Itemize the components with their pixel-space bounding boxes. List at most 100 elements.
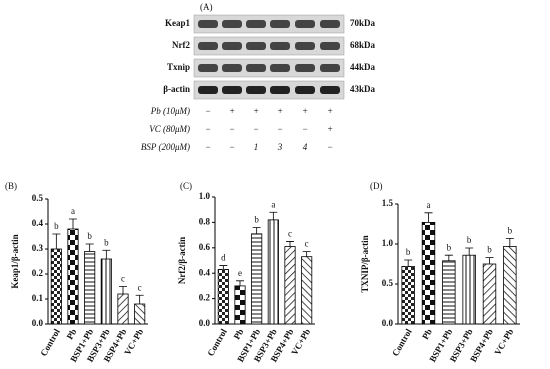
error-bar xyxy=(424,212,433,223)
blot-band xyxy=(295,64,315,72)
bar xyxy=(421,221,436,325)
blot-band xyxy=(246,86,266,94)
x-tick-label: VC+Pb xyxy=(492,327,515,357)
blot-band xyxy=(198,86,218,94)
treatment-label: VC (80μM) xyxy=(149,124,190,134)
treatment-sign: − xyxy=(302,124,308,134)
y-tick-label: 0.5 xyxy=(32,193,44,203)
treatment-sign: − xyxy=(229,124,235,134)
treatment-sign: + xyxy=(302,106,308,116)
blot-band xyxy=(222,42,242,50)
significance-letter: b xyxy=(406,247,411,257)
error-bar xyxy=(404,259,413,267)
bar xyxy=(284,246,296,325)
blot-band xyxy=(222,86,242,94)
error-bar xyxy=(465,247,474,256)
bar xyxy=(503,245,517,325)
treatment-sign: − xyxy=(253,124,259,134)
treatment-sign: − xyxy=(205,142,211,152)
error-bar xyxy=(102,249,111,259)
treatment-sign: − xyxy=(327,142,333,152)
significance-letter: a xyxy=(271,199,275,209)
panel-label: (B) xyxy=(5,181,17,191)
panel-label: (C) xyxy=(180,181,192,191)
error-bar xyxy=(135,294,144,304)
treatment-sign: − xyxy=(229,142,235,152)
significance-letter: e xyxy=(238,268,242,278)
treatment-sign: + xyxy=(229,106,235,116)
blot-band xyxy=(320,42,340,50)
y-axis-label: TXNIP/β-actin xyxy=(360,235,370,292)
blot-band xyxy=(295,20,315,28)
y-tick-label: 0.0 xyxy=(382,318,394,328)
treatment-sign: − xyxy=(277,124,283,134)
significance-letter: b xyxy=(467,235,472,245)
significance-letter: b xyxy=(447,242,452,252)
significance-letter: c xyxy=(288,229,292,239)
blot-strip xyxy=(193,80,345,100)
blot-band xyxy=(295,42,315,50)
treatment-sign: + xyxy=(253,106,259,116)
blot-band xyxy=(320,20,340,28)
panel-label: (A) xyxy=(200,2,213,12)
x-tick-label: Control xyxy=(390,327,414,358)
x-tick-label: Control xyxy=(205,327,229,358)
y-tick-label: 1.0 xyxy=(382,238,394,248)
bar xyxy=(301,256,313,325)
treatment-sign: 1 xyxy=(254,142,259,152)
error-bar xyxy=(236,280,244,286)
error-bar xyxy=(286,241,294,247)
bar xyxy=(267,219,279,325)
protein-label: β-actin xyxy=(163,84,190,94)
y-tick-label: 1.0 xyxy=(199,191,211,201)
bar xyxy=(50,248,62,325)
protein-label: Keap1 xyxy=(165,18,191,28)
treatment-sign: + xyxy=(277,106,283,116)
significance-letter: b xyxy=(508,225,513,235)
error-bar xyxy=(69,218,77,229)
significance-letter: a xyxy=(427,200,431,210)
x-tick-label: Pb xyxy=(232,327,246,341)
blot-band xyxy=(198,42,218,50)
significance-letter: a xyxy=(71,206,75,216)
y-tick-label: 0.6 xyxy=(199,242,211,252)
y-tick-label: 0.1 xyxy=(32,293,44,303)
bar xyxy=(117,293,129,325)
y-tick-label: 0.5 xyxy=(382,278,394,288)
y-tick-label: 1.5 xyxy=(382,198,394,208)
blot-band xyxy=(222,64,242,72)
bar xyxy=(482,263,497,325)
blot-band xyxy=(270,42,290,50)
error-bar xyxy=(444,254,453,261)
blot-strip xyxy=(193,58,345,78)
significance-letter: b xyxy=(487,245,492,255)
significance-letter: b xyxy=(254,215,259,225)
bar xyxy=(401,265,415,325)
panel-label: (D) xyxy=(370,181,383,191)
error-bar xyxy=(252,227,261,234)
bar xyxy=(462,254,476,325)
significance-letter: c xyxy=(305,239,309,249)
protein-size: 43kDa xyxy=(350,84,376,94)
x-tick-label: Pb xyxy=(420,327,434,341)
treatment-sign: + xyxy=(327,106,333,116)
bar xyxy=(134,303,146,325)
y-tick-label: 0.4 xyxy=(199,267,211,277)
treatment-label: BSP (200μM) xyxy=(141,142,190,152)
y-tick-label: 0.2 xyxy=(199,293,211,303)
treatment-sign: + xyxy=(327,124,333,134)
protein-label: Nrf2 xyxy=(172,40,190,50)
error-bar xyxy=(219,265,228,270)
x-tick-label: Pb xyxy=(65,327,79,341)
protein-size: 68kDa xyxy=(350,40,376,50)
error-bar xyxy=(269,211,278,220)
blot-band xyxy=(295,86,315,94)
treatment-sign: 3 xyxy=(277,142,283,152)
blot-band xyxy=(198,64,218,72)
y-tick-label: 0.0 xyxy=(199,318,211,328)
error-bar xyxy=(505,238,514,247)
significance-letter: c xyxy=(121,274,125,284)
bar xyxy=(100,258,112,325)
blot-band xyxy=(270,64,290,72)
